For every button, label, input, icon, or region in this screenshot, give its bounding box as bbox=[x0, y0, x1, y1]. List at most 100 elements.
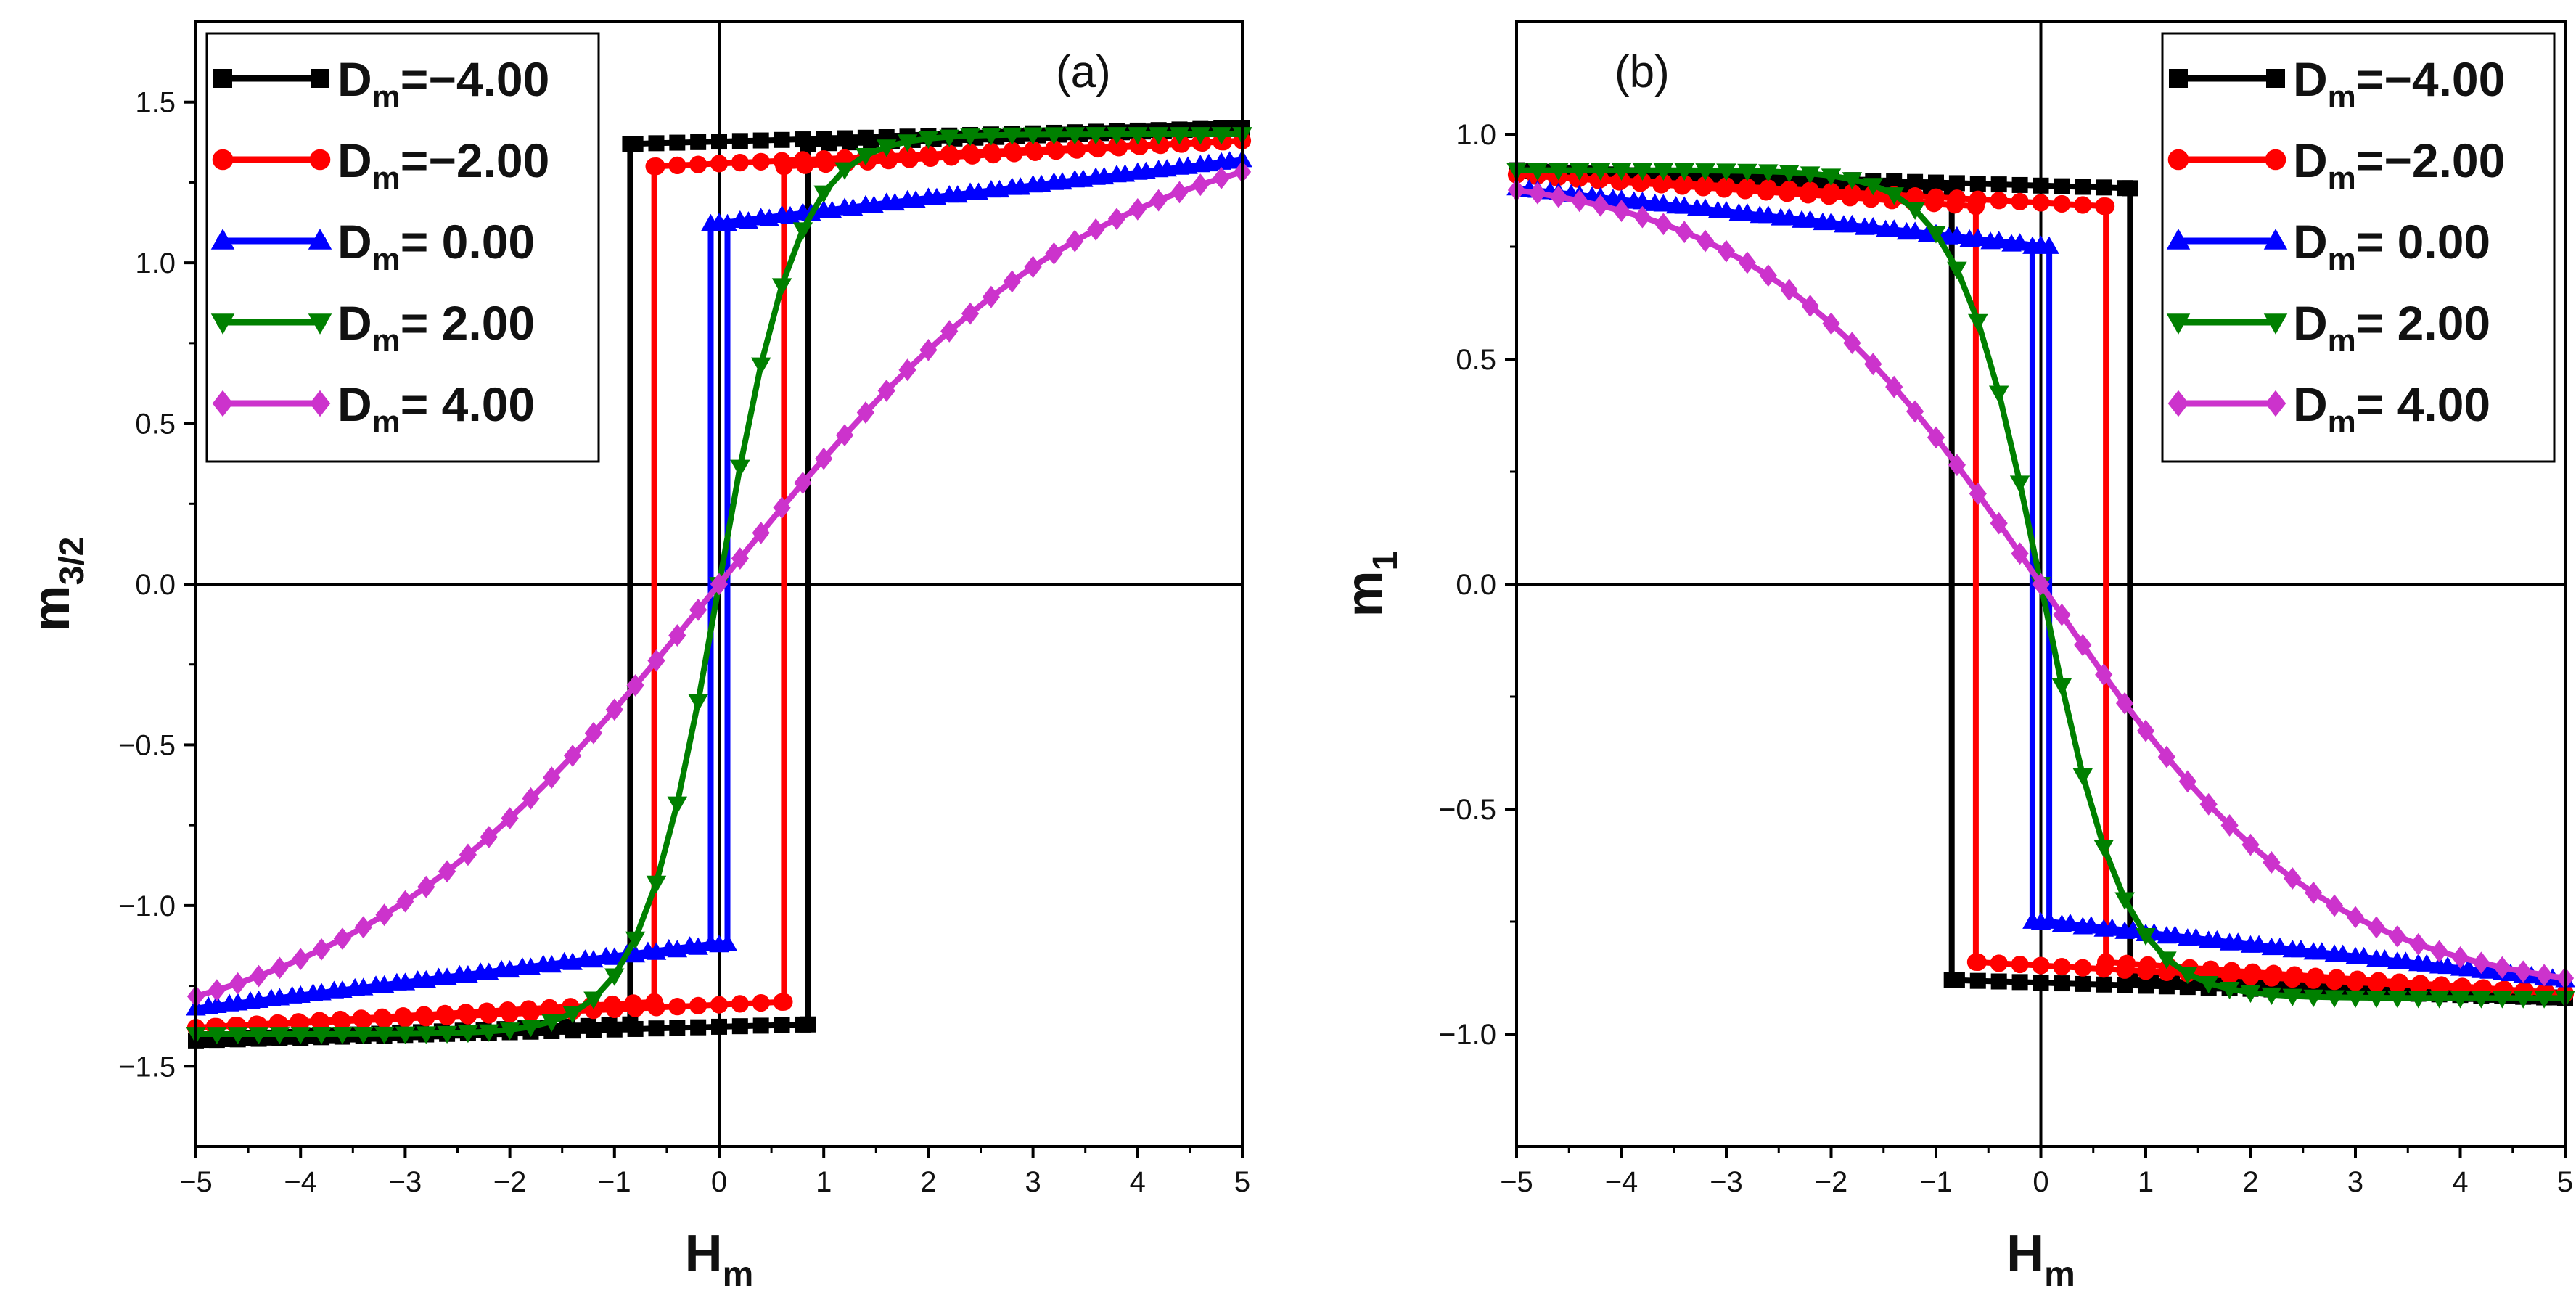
data-point bbox=[1966, 953, 1985, 971]
panel-label: (b) bbox=[1615, 47, 1670, 97]
data-point bbox=[1094, 166, 1115, 185]
data-point bbox=[1988, 385, 2009, 403]
data-point bbox=[711, 1018, 727, 1035]
y-tick-label: 0.5 bbox=[135, 409, 176, 440]
data-point bbox=[207, 995, 227, 1013]
data-point bbox=[1750, 205, 1770, 224]
data-point bbox=[312, 1013, 331, 1031]
data-point bbox=[417, 1009, 435, 1027]
data-point bbox=[207, 1027, 227, 1045]
legend-label: Dm= 0.00 bbox=[337, 215, 535, 277]
data-point bbox=[1948, 454, 1966, 477]
data-point bbox=[1528, 181, 1546, 205]
data-point bbox=[1590, 163, 1611, 181]
legend-marker bbox=[2265, 149, 2286, 171]
x-tick-label: 4 bbox=[1130, 1166, 1146, 1198]
data-point bbox=[375, 1010, 393, 1028]
data-point bbox=[250, 964, 268, 988]
data-point bbox=[290, 1027, 311, 1045]
data-point bbox=[897, 134, 918, 152]
y-tick-label: 1.5 bbox=[135, 87, 176, 119]
data-point bbox=[1966, 197, 1985, 216]
data-point bbox=[1065, 127, 1086, 145]
data-point bbox=[2179, 979, 2196, 996]
y-tick-label: 0.0 bbox=[135, 569, 176, 601]
data-point bbox=[1675, 221, 1694, 244]
data-point bbox=[520, 957, 541, 975]
data-point bbox=[2493, 956, 2511, 979]
data-point bbox=[2032, 956, 2050, 975]
data-point bbox=[752, 152, 770, 171]
data-point bbox=[2116, 961, 2134, 979]
data-point bbox=[2366, 948, 2387, 967]
data-point bbox=[2430, 940, 2448, 963]
x-tick-label: −5 bbox=[179, 1166, 213, 1198]
data-point bbox=[604, 968, 625, 986]
data-point bbox=[271, 956, 289, 980]
data-point bbox=[1943, 972, 1960, 988]
data-point bbox=[2429, 956, 2450, 974]
data-point bbox=[1219, 151, 1240, 169]
data-point bbox=[2116, 692, 2134, 715]
data-point bbox=[2346, 973, 2365, 991]
data-point bbox=[1603, 189, 1623, 207]
data-point bbox=[2033, 975, 2049, 991]
data-point bbox=[1631, 174, 1649, 192]
data-point bbox=[856, 401, 874, 424]
data-point bbox=[648, 1020, 665, 1037]
data-point bbox=[625, 931, 646, 949]
data-point bbox=[2075, 975, 2091, 992]
data-point bbox=[906, 190, 926, 208]
data-point bbox=[583, 950, 604, 968]
data-point bbox=[626, 674, 644, 697]
legend-marker bbox=[2166, 229, 2191, 250]
data-point bbox=[395, 1026, 416, 1044]
data-point bbox=[2219, 932, 2240, 951]
data-point bbox=[2409, 932, 2427, 956]
data-point bbox=[2117, 977, 2133, 993]
data-point bbox=[667, 940, 688, 958]
data-point bbox=[2051, 678, 2072, 697]
data-point bbox=[1178, 156, 1198, 174]
data-point bbox=[479, 1024, 499, 1042]
data-point bbox=[1002, 127, 1022, 146]
data-point bbox=[2388, 975, 2406, 993]
data-point bbox=[898, 358, 916, 382]
data-point bbox=[1990, 512, 2008, 535]
data-point bbox=[1152, 136, 1170, 155]
data-point bbox=[2409, 977, 2427, 995]
data-point bbox=[1674, 163, 1694, 181]
data-point bbox=[863, 134, 879, 150]
data-point bbox=[2492, 991, 2513, 1009]
data-point bbox=[1010, 177, 1031, 195]
x-tick-label: −4 bbox=[1605, 1166, 1638, 1198]
x-tick-label: 2 bbox=[2242, 1166, 2258, 1198]
data-point bbox=[667, 796, 688, 814]
data-point bbox=[1149, 189, 1168, 212]
data-point bbox=[2114, 921, 2135, 939]
data-point bbox=[1834, 215, 1854, 233]
y-tick-label: −1.5 bbox=[118, 1051, 176, 1083]
data-point bbox=[2178, 928, 2198, 946]
data-point bbox=[1611, 163, 1632, 181]
data-point bbox=[459, 1006, 477, 1025]
data-point bbox=[1131, 137, 1149, 155]
data-point bbox=[731, 1018, 748, 1035]
data-point bbox=[989, 179, 1010, 198]
data-point bbox=[1959, 229, 1980, 247]
x-tick-label: 2 bbox=[920, 1166, 936, 1198]
data-point bbox=[583, 991, 604, 1009]
data-point bbox=[752, 1017, 769, 1034]
data-point bbox=[374, 1026, 395, 1045]
legend-marker bbox=[309, 390, 331, 417]
data-point bbox=[2011, 955, 2029, 974]
data-point bbox=[2096, 976, 2112, 993]
data-point bbox=[2198, 975, 2219, 994]
data-point bbox=[2051, 914, 2072, 932]
x-tick-label: 4 bbox=[2452, 1166, 2468, 1198]
x-tick-label: 0 bbox=[711, 1166, 727, 1198]
data-point bbox=[800, 136, 816, 152]
data-point bbox=[815, 447, 833, 470]
data-point bbox=[1990, 192, 2008, 210]
data-point bbox=[333, 1012, 351, 1030]
